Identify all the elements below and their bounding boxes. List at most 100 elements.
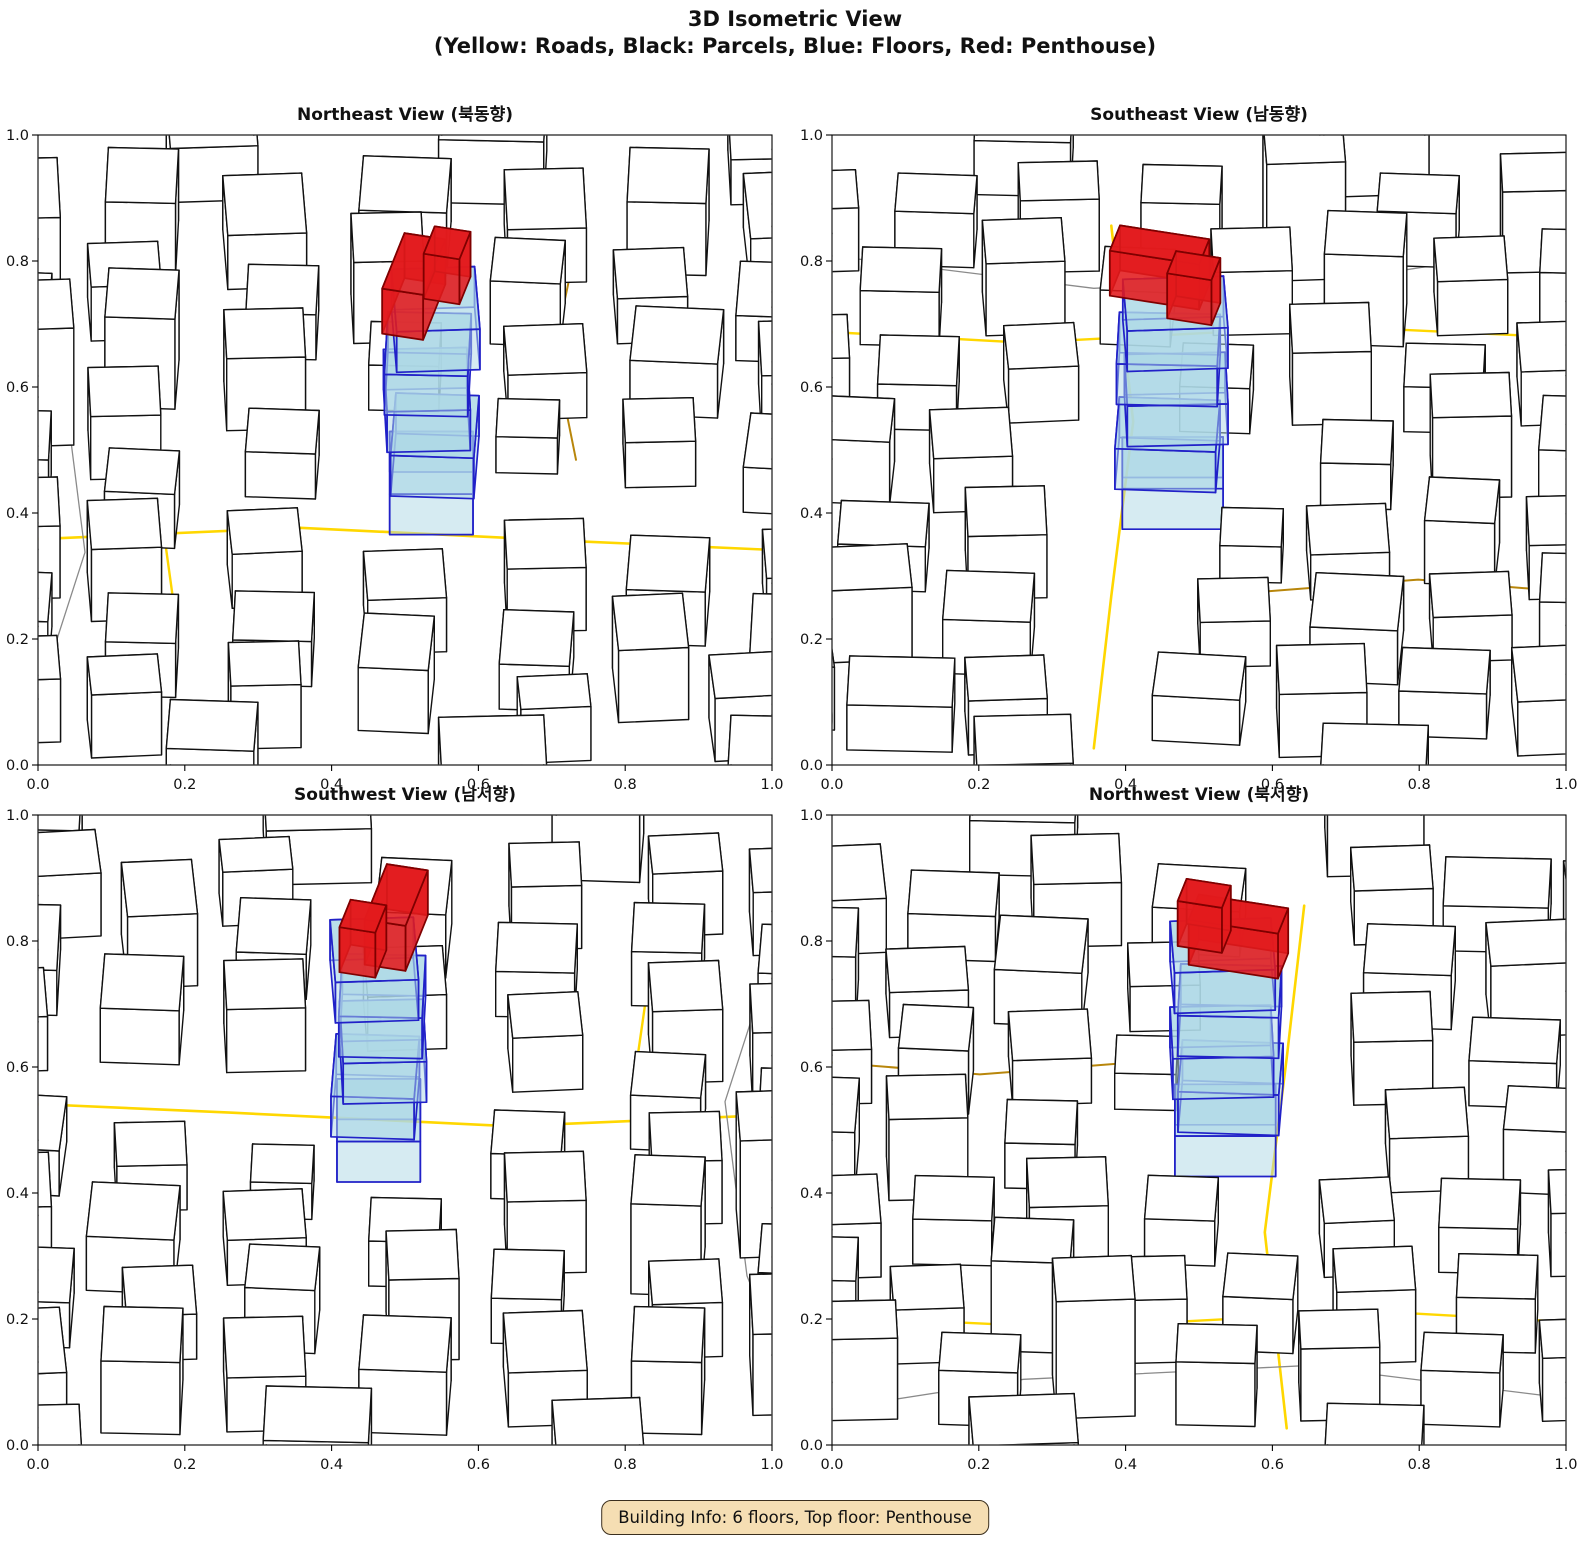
parcel-building-face-top xyxy=(1350,844,1434,892)
parcel-building-face-top xyxy=(761,528,772,580)
parcel-building-face xyxy=(832,207,860,273)
parcel-building-face-top xyxy=(1485,918,1566,967)
y-axis-tick-label: 1.0 xyxy=(800,129,823,144)
x-axis-tick-label: 1.0 xyxy=(760,777,783,793)
parcel-building-face-top xyxy=(968,1392,1079,1445)
panel-title-northeast: Northeast View (북동향) xyxy=(297,105,513,125)
y-axis-tick-label: 0.2 xyxy=(800,632,823,648)
floor-face xyxy=(342,1060,428,1105)
y-axis-tick-label: 0.6 xyxy=(800,1060,823,1076)
parcel-building-face xyxy=(832,666,836,731)
x-axis-tick-label: 0.2 xyxy=(967,1457,990,1473)
parcel-building-face-top xyxy=(832,313,851,359)
parcel-building-face xyxy=(38,1015,49,1072)
parcel-building-face xyxy=(165,747,255,765)
y-axis-tick-label: 0.4 xyxy=(6,506,29,522)
parcel-building-face-top xyxy=(38,903,62,972)
parcel-building-face-top xyxy=(832,1236,859,1282)
parcel-building-face-top xyxy=(1017,160,1100,202)
parcel-building-face-top xyxy=(1219,506,1284,548)
parcel-building-face-top xyxy=(1332,1245,1417,1293)
penthouse-face xyxy=(1176,900,1223,954)
parcel-building-face-top xyxy=(1140,163,1223,206)
parcel-building-face-top xyxy=(1007,1008,1093,1062)
parcel-building-face-top xyxy=(99,953,185,1012)
parcel-building-face xyxy=(1571,911,1584,978)
parcel-building-face-top xyxy=(647,832,724,875)
parcel-building-face-top xyxy=(38,634,62,681)
floor-face xyxy=(383,373,469,418)
parcel-building-face-top xyxy=(358,1314,452,1373)
parcel-building-face-top xyxy=(1298,1308,1381,1350)
parcel-building-face-top xyxy=(742,171,772,240)
parcel-building-face xyxy=(1569,1255,1584,1321)
parcel-building-face-top xyxy=(1305,502,1391,556)
parcel-building-face-top xyxy=(503,322,588,376)
parcel-building-face-top xyxy=(1384,1086,1470,1140)
parcel-building-face-top xyxy=(1275,642,1368,696)
parcel-building-face-top xyxy=(1263,135,1347,166)
parcel-building-face-top xyxy=(120,858,199,918)
building-info-badge: Building Info: 6 floors, Top floor: Pent… xyxy=(601,1500,989,1535)
parcel-building-face-top xyxy=(647,959,724,1013)
x-axis-tick-label: 0.6 xyxy=(1261,777,1284,793)
panel-title-southeast: Southeast View (남동향) xyxy=(1090,105,1308,125)
parcel-building-face-top xyxy=(1562,860,1566,879)
scene-southwest xyxy=(38,815,772,1445)
parcel-building-face-top xyxy=(749,1273,772,1336)
y-axis-tick-label: 0.4 xyxy=(6,1186,29,1202)
parcel-building-face xyxy=(1175,1361,1256,1428)
axes-box xyxy=(831,814,1567,1446)
parcel-building-face-top xyxy=(728,135,772,161)
parcel-building-face xyxy=(1574,919,1579,1035)
parcel-building-face-top xyxy=(1143,1174,1219,1222)
parcel-building-face-top xyxy=(708,651,772,700)
figure-title: 3D Isometric View (Yellow: Roads, Black:… xyxy=(0,6,1590,60)
scene-southeast xyxy=(824,135,1566,765)
parcel-building-face-top xyxy=(222,1315,307,1379)
parcel-building-face-top xyxy=(1289,301,1372,354)
parcel-building-face xyxy=(824,227,829,334)
y-axis-tick-label: 0.6 xyxy=(6,380,29,396)
parcel-building-face-top xyxy=(1499,151,1566,193)
parcel-building-face-top xyxy=(897,1003,975,1052)
parcel-building-face-top xyxy=(912,1174,995,1222)
x-axis-tick-label: 0.8 xyxy=(1408,777,1431,793)
y-axis-tick-label: 1.0 xyxy=(6,809,29,824)
floor-face xyxy=(1126,403,1229,448)
parcel-building-face-top xyxy=(222,1188,307,1241)
parcel-building-face-top xyxy=(1320,722,1429,765)
parcel-building-face-top xyxy=(38,1403,82,1445)
parcel-building-face-top xyxy=(437,714,548,765)
y-axis-tick-label: 0.8 xyxy=(6,934,29,950)
parcel-building-face-top xyxy=(226,507,303,555)
parcel-building-face-top xyxy=(1511,644,1566,703)
parcel-building-face-top xyxy=(1324,1402,1425,1445)
parcel-building-face-top xyxy=(104,267,180,320)
floor-face xyxy=(388,493,474,536)
parcel-building-face-top xyxy=(503,1150,587,1203)
parcel-building-face-top xyxy=(38,1094,68,1152)
parcel-building-face-top xyxy=(1398,646,1491,695)
x-axis-tick-label: 1.0 xyxy=(1554,1457,1577,1473)
x-axis-tick-label: 0.0 xyxy=(26,1457,49,1473)
parcel-building-face-top xyxy=(244,1243,321,1292)
parcel-building-face-top xyxy=(437,135,545,143)
parcel-building-face-top xyxy=(757,923,772,975)
parcel-building-face-top xyxy=(1438,1177,1522,1230)
parcel-building-face-top xyxy=(38,815,81,832)
parcel-building-face-top xyxy=(38,966,49,1018)
parcel-building-face xyxy=(990,762,1074,765)
parcel-building-face xyxy=(1291,350,1372,426)
parcel-building-face-top xyxy=(490,1248,565,1301)
parcel-building-face-top xyxy=(516,673,592,711)
parcel-building-face-top xyxy=(227,640,302,687)
panel-canvas-southwest: 0.0 0.2 0.4 0.6 0.8 1.0 0.0 0.2 0.4 0.6 0.8 1.0 xyxy=(6,809,784,1473)
parcel-building-face-top xyxy=(1538,394,1566,452)
parcel-building-face-top xyxy=(832,169,860,210)
parcel-building-face-top xyxy=(168,135,259,150)
parcel-building-face-top xyxy=(38,1306,68,1375)
x-axis-tick-label: 0.8 xyxy=(1408,1457,1431,1473)
y-axis-tick-label: 0.0 xyxy=(800,758,823,774)
penthouse-face xyxy=(1166,272,1213,327)
